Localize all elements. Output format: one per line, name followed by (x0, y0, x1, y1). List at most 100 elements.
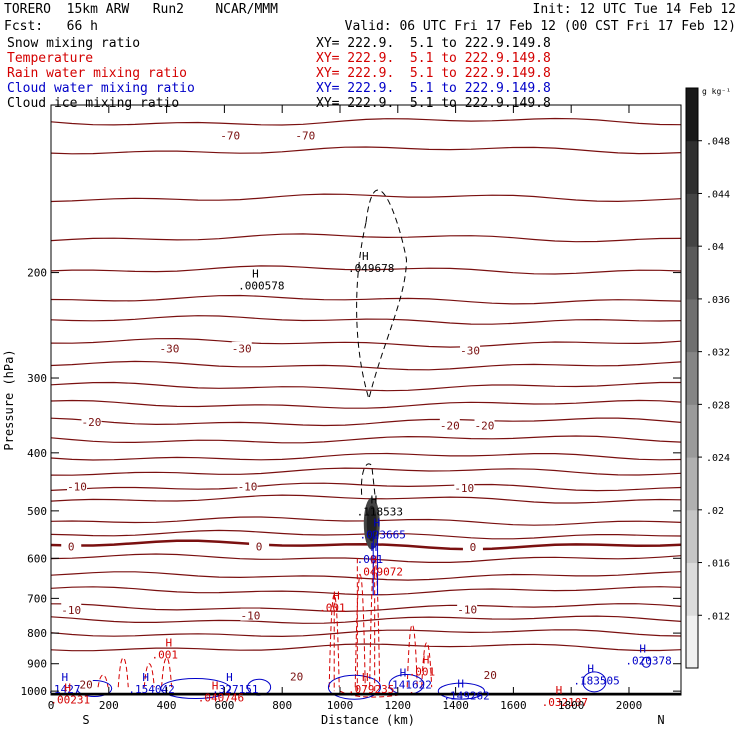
isotherm-line (51, 643, 681, 652)
extremum-value: .001 (319, 601, 346, 614)
colorbar-tick-label: .032 (706, 348, 730, 359)
x-tick-label: 0 (48, 699, 55, 712)
extremum-value: .149262 (443, 690, 489, 703)
x-tick-label: 1600 (500, 699, 527, 712)
cloud-water-contour (372, 530, 379, 596)
field-cloud-water: Cloud water mixing ratio (7, 81, 195, 96)
isotherm-label-bg (457, 602, 478, 615)
x-tick-label: 1000 (327, 699, 354, 712)
extremum-value: .141622 (386, 678, 432, 691)
extremum-marker: H (362, 250, 369, 263)
extremum-value: .049678 (348, 262, 394, 275)
isotherm-label-bg (220, 128, 241, 141)
isotherm-line (51, 381, 681, 392)
colorbar-segment (686, 193, 698, 247)
isotherm-label-bg (295, 128, 316, 141)
extremum-marker: H (371, 493, 378, 506)
extremum-value: .040746 (198, 691, 244, 704)
isotherm-line (51, 315, 681, 325)
field-rain: Rain water mixing ratio (7, 66, 188, 81)
colorbar-segment (686, 140, 698, 194)
colorbar-segment (686, 562, 698, 616)
isotherm-line (51, 417, 681, 427)
xy-range-cloud-water: XY= 222.9. 5.1 to 222.9.149.8 (316, 81, 551, 96)
rain-contour (369, 557, 381, 688)
extremum-value: .049072 (357, 565, 403, 578)
extremum-value: .118533 (357, 505, 403, 518)
extremum-value: .079235 (348, 683, 394, 696)
extremum-marker: H (333, 589, 340, 602)
field-snow: Snow mixing ratio (7, 36, 141, 51)
colorbar-frame (685, 87, 699, 669)
x-axis-label: Distance (km) (321, 713, 415, 727)
rain-contour (354, 574, 366, 688)
isotherm-label-bg (61, 602, 82, 615)
isotherm-line (51, 553, 681, 563)
isotherm-label-bg (462, 540, 483, 553)
y-tick-label: 700 (27, 592, 47, 605)
extremum-marker: H (639, 642, 646, 655)
valid-time: Valid: 06 UTC Fri 17 Feb 12 (00 CST Fri … (344, 19, 736, 34)
isotherm-label-bg (439, 418, 460, 431)
extremum-value: .154042 (128, 683, 174, 696)
isotherm-label: -20 (82, 416, 102, 429)
colorbar-tick-label: .012 (706, 611, 730, 622)
extremum-value: .327151 (212, 683, 258, 696)
colorbar-tick-label: .044 (706, 189, 730, 200)
isotherm-label: -20 (440, 419, 460, 432)
isotherm-line (51, 294, 681, 305)
isotherm-line (51, 146, 681, 155)
extremum-value: .183505 (573, 675, 619, 688)
xy-range-snow: XY= 222.9. 5.1 to 222.9.149.8 (316, 36, 551, 51)
field-cloud-ice: Cloud ice mixing ratio (7, 96, 180, 111)
extremum-value: .00231 (50, 693, 90, 706)
y-tick-label: 900 (27, 658, 47, 671)
isotherm-line (51, 629, 681, 638)
cloud-water-contour (437, 682, 485, 700)
x-tick-label: 1800 (558, 699, 585, 712)
extremum-value: .000578 (238, 280, 284, 293)
isotherm-label: -10 (457, 603, 477, 616)
isotherm-label: 0 (470, 541, 477, 554)
colorbar-segment (686, 246, 698, 300)
extremum-marker: H (61, 671, 68, 684)
x-tick-label: 800 (272, 699, 292, 712)
colorbar-segment (686, 351, 698, 405)
extremum-marker: H (64, 681, 71, 694)
colorbar-segment (686, 615, 698, 669)
forecast-hour: Fcst: 66 h (4, 19, 98, 34)
isotherm-label-bg (249, 539, 270, 552)
isotherm-label-bg (61, 539, 82, 552)
extremum-marker: H (374, 517, 381, 530)
isotherm-label: 0 (68, 540, 75, 553)
isotherm-label-bg (240, 608, 261, 621)
isotherm-label: -30 (160, 343, 180, 356)
isotherm-line (51, 452, 681, 461)
isotherm-label: -30 (232, 343, 252, 356)
cloud-water-contour (641, 656, 652, 668)
isotherm-line (51, 435, 681, 444)
isotherm-label: -30 (460, 345, 480, 358)
isotherm-label-bg (460, 343, 481, 356)
init-time: Init: 12 UTC Tue 14 Feb 12 (532, 2, 737, 17)
y-tick-label: 1000 (21, 685, 48, 698)
y-tick-label: 600 (27, 552, 47, 565)
colorbar-segment (686, 88, 698, 142)
extremum-marker: H (142, 671, 149, 684)
colorbar-segment (686, 298, 698, 353)
extremum-value: .001 (151, 649, 178, 662)
isotherm-label-bg (286, 669, 307, 682)
isotherm-line (51, 399, 681, 409)
colorbar-segment (686, 509, 698, 564)
extremum-marker: H (556, 684, 563, 697)
colorbar-segment (686, 404, 698, 458)
x-tick-label: 600 (214, 699, 234, 712)
north-label: N (657, 713, 664, 727)
extremum-marker: H (362, 671, 369, 684)
isotherm-label: -10 (240, 610, 260, 623)
extremum-marker: H (252, 268, 259, 281)
isotherm-label: -10 (61, 604, 81, 617)
isotherm-line (51, 233, 681, 243)
isotherm-line (51, 360, 681, 371)
